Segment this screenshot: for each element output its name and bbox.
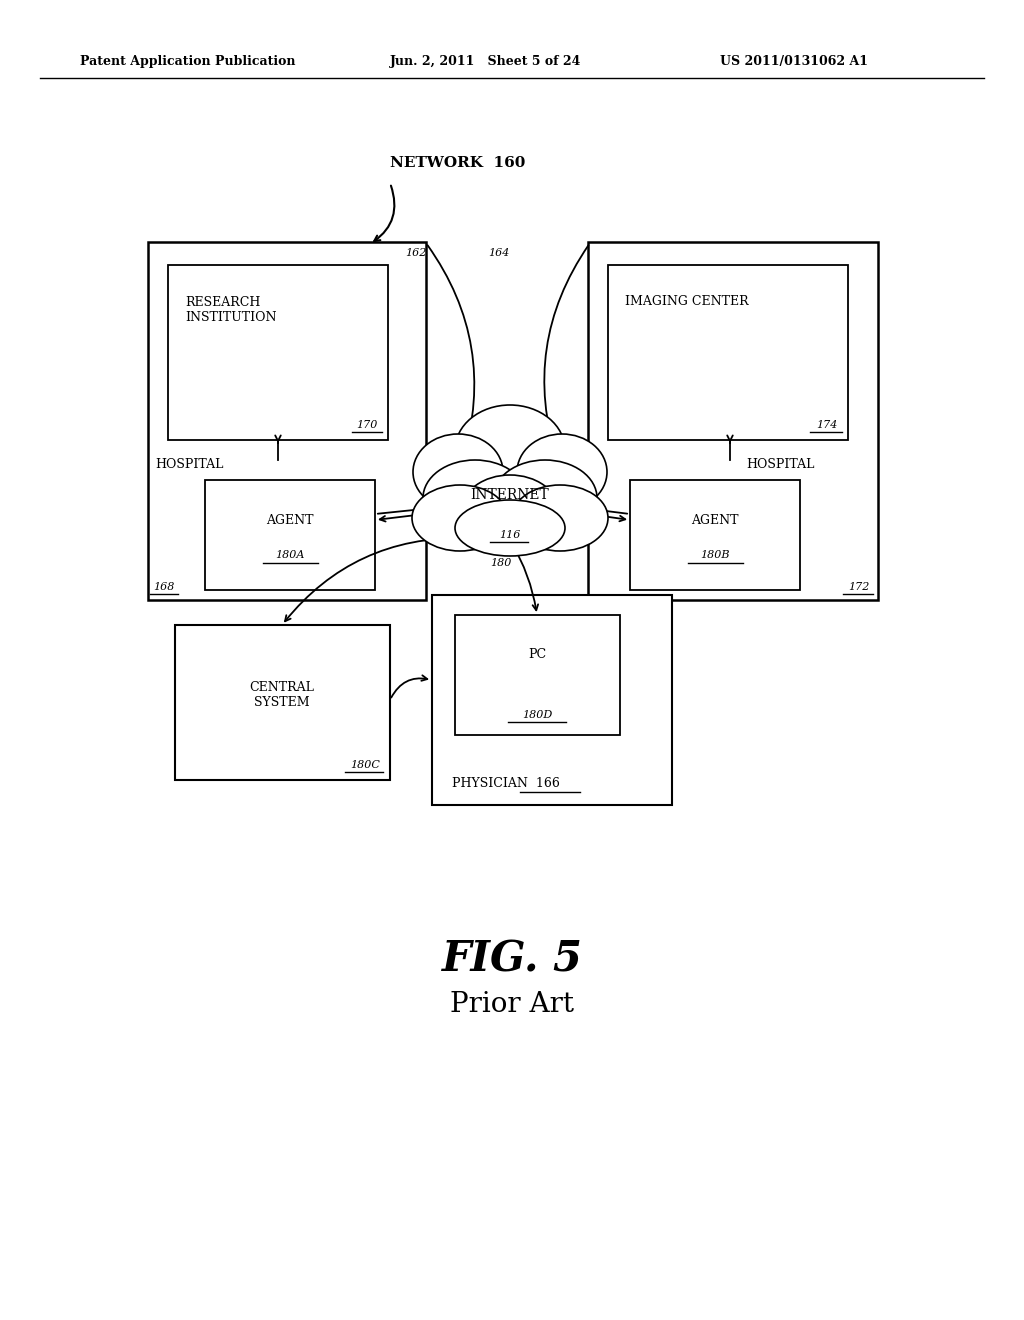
Text: FIG. 5: FIG. 5 [441,939,583,981]
Bar [205,480,375,590]
Bar [588,242,878,601]
Ellipse shape [413,434,503,510]
Text: 172: 172 [849,582,870,591]
Ellipse shape [412,484,508,550]
Ellipse shape [423,459,527,536]
Text: CENTRAL
SYSTEM: CENTRAL SYSTEM [250,681,314,709]
Text: 180: 180 [490,558,511,568]
Bar [455,615,620,735]
Ellipse shape [517,434,607,510]
Text: US 2011/0131062 A1: US 2011/0131062 A1 [720,55,868,69]
Text: 162: 162 [406,248,426,257]
Text: 164: 164 [488,248,509,257]
Ellipse shape [455,500,565,556]
Text: RESEARCH
INSTITUTION: RESEARCH INSTITUTION [185,296,276,323]
Text: PHYSICIAN  166: PHYSICIAN 166 [452,777,560,789]
Ellipse shape [512,484,608,550]
Bar [608,265,848,440]
Text: 180B: 180B [700,550,730,560]
Text: 174: 174 [816,420,838,430]
Text: 170: 170 [356,420,378,430]
Text: 180D: 180D [522,710,552,719]
Text: HOSPITAL: HOSPITAL [746,458,815,471]
Text: Jun. 2, 2011   Sheet 5 of 24: Jun. 2, 2011 Sheet 5 of 24 [390,55,582,69]
Bar [175,624,390,780]
Text: AGENT: AGENT [266,513,313,527]
Text: INTERNET: INTERNET [471,488,549,502]
Bar [168,265,388,440]
Bar [630,480,800,590]
Ellipse shape [462,475,558,545]
Text: IMAGING CENTER: IMAGING CENTER [625,294,749,308]
Text: 180C: 180C [350,760,380,770]
Text: NETWORK  160: NETWORK 160 [390,156,525,170]
Text: 116: 116 [500,531,520,540]
Text: AGENT: AGENT [691,513,738,527]
Text: 168: 168 [153,582,174,591]
Bar [432,595,672,805]
Text: 180A: 180A [275,550,305,560]
Text: HOSPITAL: HOSPITAL [155,458,223,471]
Ellipse shape [493,459,597,536]
Text: Prior Art: Prior Art [450,991,574,1019]
Text: Patent Application Publication: Patent Application Publication [80,55,296,69]
Bar [148,242,426,601]
Ellipse shape [455,405,565,495]
Text: PC: PC [528,648,546,661]
